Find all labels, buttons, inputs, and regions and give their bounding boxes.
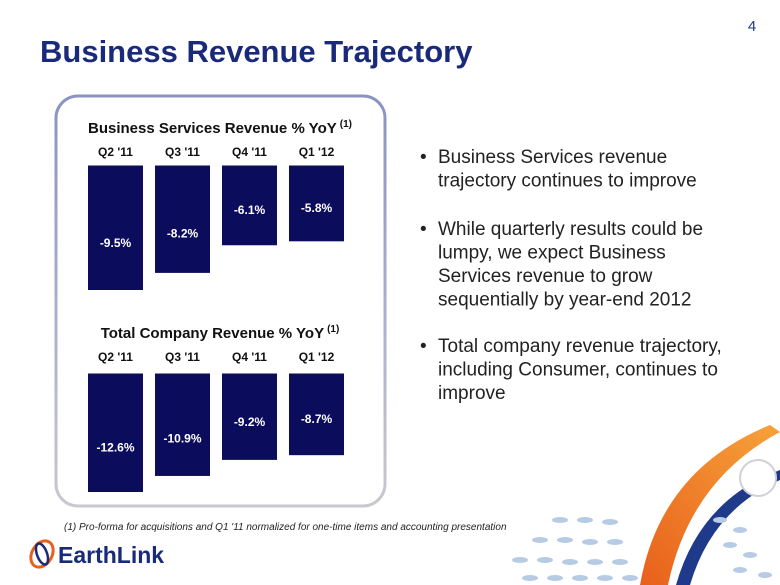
bar <box>88 165 143 290</box>
chart-title-note: (1) <box>340 119 352 130</box>
x-tick-label: Q2 '11 <box>98 145 133 159</box>
x-tick-label: Q1 '12 <box>299 145 335 159</box>
footnote: (1) Pro-forma for acquisitions and Q1 '1… <box>64 522 507 533</box>
data-label: -10.9% <box>163 432 201 446</box>
bar <box>289 165 344 242</box>
logo-text: EarthLink <box>58 542 164 568</box>
data-label: -8.2% <box>167 226 199 240</box>
bullet-text: including Consumer, continues to <box>438 360 718 381</box>
x-tick-label: Q1 '12 <box>299 350 335 364</box>
chart-title-text: Total Company Revenue % YoY <box>101 325 324 342</box>
x-tick-label: Q3 '11 <box>165 145 200 159</box>
bullet-text: While quarterly results could be <box>438 219 703 240</box>
bullet-marker: • <box>420 336 427 357</box>
logo: EarthLink <box>29 539 164 569</box>
data-label: -9.2% <box>234 415 266 429</box>
chart-title: Total Company Revenue % YoY (1) <box>101 324 340 342</box>
bar <box>88 373 143 492</box>
x-tick-label: Q4 '11 <box>232 350 267 364</box>
data-label: -8.7% <box>301 412 333 426</box>
data-label: -6.1% <box>234 203 266 217</box>
bullet-text: Total company revenue trajectory, <box>438 336 722 357</box>
bullet-marker: • <box>420 219 427 240</box>
bullet-text: sequentially by year-end 2012 <box>438 290 692 311</box>
x-tick-label: Q3 '11 <box>165 350 200 364</box>
x-tick-label: Q4 '11 <box>232 145 267 159</box>
bar <box>289 373 344 456</box>
chart-title-note: (1) <box>327 324 339 335</box>
chart-title: Business Services Revenue % YoY (1) <box>88 119 352 137</box>
data-label: -5.8% <box>301 201 333 215</box>
bullet-text: Services revenue to grow <box>438 266 653 287</box>
bullet-marker: • <box>420 147 427 168</box>
bullet-text: lumpy, we expect Business <box>438 243 666 264</box>
data-label: -12.6% <box>96 440 134 454</box>
bullet-text: improve <box>438 383 506 404</box>
data-label: -9.5% <box>100 236 132 250</box>
bar <box>155 373 210 476</box>
bullet-text: Business Services revenue <box>438 147 667 168</box>
bullet-text: trajectory continues to improve <box>438 171 697 192</box>
x-tick-label: Q2 '11 <box>98 350 133 364</box>
bar <box>222 373 277 460</box>
bar <box>222 165 277 246</box>
page-number: 4 <box>748 18 756 35</box>
slide-title: Business Revenue Trajectory <box>40 34 473 69</box>
decoration <box>512 425 780 585</box>
chart-title-text: Business Services Revenue % YoY <box>88 120 337 137</box>
bar <box>155 165 210 273</box>
